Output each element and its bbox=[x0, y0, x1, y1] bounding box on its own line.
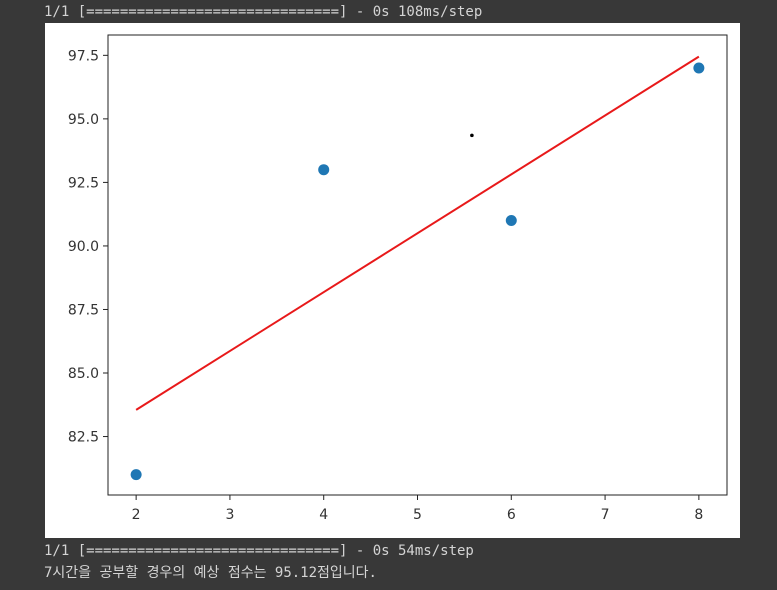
x-tick-label: 4 bbox=[319, 507, 328, 523]
y-tick-label: 87.5 bbox=[68, 302, 99, 318]
y-tick-label: 82.5 bbox=[68, 430, 99, 446]
x-tick-label: 5 bbox=[413, 507, 422, 523]
scatter-point bbox=[318, 164, 330, 176]
y-tick-label: 92.5 bbox=[68, 175, 99, 191]
scatter-point bbox=[130, 469, 142, 481]
data-series bbox=[130, 55, 705, 481]
y-tick-label: 97.5 bbox=[68, 48, 99, 64]
x-tick-label: 3 bbox=[225, 507, 234, 523]
y-tick-label: 85.0 bbox=[68, 366, 99, 382]
console-output-line: 1/1 [==============================] - 0… bbox=[44, 4, 483, 20]
x-tick-label: 7 bbox=[601, 507, 610, 523]
scatter-point bbox=[693, 62, 705, 74]
x-tick-label: 8 bbox=[694, 507, 703, 523]
plot-area bbox=[107, 34, 728, 496]
scatter-point bbox=[505, 215, 517, 227]
console-output-line: 1/1 [==============================] - 0… bbox=[44, 543, 474, 559]
chart-figure: 2 3 4 5 6 7 8 82.5 85.0 87.5 90.0 92.5 95.0 97.5 bbox=[45, 23, 740, 538]
regression-line bbox=[135, 55, 700, 411]
marker-point bbox=[470, 133, 474, 138]
x-tick-label: 6 bbox=[507, 507, 516, 523]
y-tick-label: 95.0 bbox=[68, 112, 99, 128]
prediction-result-text: 7시간을 공부할 경우의 예상 점수는 95.12점입니다. bbox=[44, 565, 377, 581]
scatter-chart: 2 3 4 5 6 7 8 82.5 85.0 87.5 90.0 92.5 95.0 97.5 bbox=[68, 34, 728, 523]
y-tick-label: 90.0 bbox=[68, 239, 99, 255]
axis-ticks: 2 3 4 5 6 7 8 82.5 85.0 87.5 90.0 92.5 95.0 97.5 bbox=[68, 48, 703, 523]
x-tick-label: 2 bbox=[132, 507, 141, 523]
